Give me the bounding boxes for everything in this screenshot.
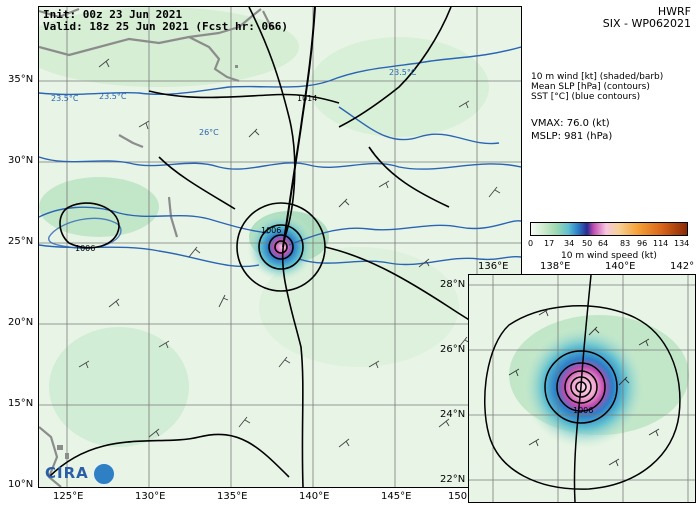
inset-map: 1006 [468, 274, 696, 503]
main-map: 1014 1006 1006 23.5°C 23.5°C 23.5°C 26°C… [38, 6, 522, 488]
valid-time: Valid: 18z 25 Jun 2021 (Fcst hr: 066) [43, 20, 289, 33]
cira-logo-text: CIRA [45, 464, 89, 482]
lat-label-30n: 30°N [8, 155, 34, 166]
lat-label-10n: 10°N [8, 479, 34, 490]
inset-lat-28n: 28°N [440, 279, 466, 290]
inset-graticule [469, 275, 695, 502]
land-outlines [39, 7, 276, 487]
colorbar-label: 10 m wind speed (kt) [561, 251, 657, 261]
model-name: HWRF [657, 5, 691, 18]
inset-lon-136e: 136°E [478, 261, 509, 272]
init-time: Init: 00z 23 Jun 2021 [43, 8, 183, 21]
slp-label-1006-west: 1006 [75, 244, 96, 253]
sst-label-2: 23.5°C [99, 92, 127, 101]
inset-lon-142e: 142° [670, 261, 695, 272]
inset-storm-wind-field [522, 325, 646, 449]
lon-label-130e: 130°E [135, 491, 166, 502]
inset-lon-140e: 140°E [605, 261, 636, 272]
inset-wind-barbs [508, 308, 660, 467]
colorbar-tick-83: 83 [620, 239, 631, 248]
inset-map-canvas [469, 275, 695, 502]
colorbar-tick-50: 50 [582, 239, 593, 248]
colorbar-tick-134: 134 [674, 239, 690, 248]
sst-label-1: 23.5°C [51, 94, 79, 103]
vmax-value: VMAX: 76.0 (kt) [531, 118, 610, 129]
main-map-canvas [39, 7, 521, 487]
lon-label-140e: 140°E [299, 491, 330, 502]
lat-label-15n: 15°N [8, 398, 34, 409]
colorbar-tick-64: 64 [598, 239, 609, 248]
sst-contours [39, 46, 521, 268]
inset-lat-24n: 24°N [440, 409, 466, 420]
wind-colorbar [530, 222, 688, 236]
lat-label-20n: 20°N [8, 317, 34, 328]
inset-lat-26n: 26°N [440, 344, 466, 355]
mslp-value: MSLP: 981 (hPa) [531, 131, 613, 142]
colorbar-tick-114: 114 [653, 239, 669, 248]
storm-track [282, 7, 316, 248]
inset-slp-contours [484, 275, 681, 502]
lat-label-35n: 35°N [8, 74, 34, 85]
legend-slp: Mean SLP [hPa] (contours) [531, 82, 650, 92]
inset-lon-138e: 138°E [540, 261, 571, 272]
slp-label-1014: 1014 [297, 94, 318, 103]
legend-wind: 10 m wind [kt] (shaded/barb) [531, 72, 664, 82]
lon-label-145e: 145°E [381, 491, 412, 502]
colorbar-tick-96: 96 [637, 239, 648, 248]
cira-logo: CIRA [41, 461, 117, 485]
storm-name: SIX - WP062021 [602, 17, 691, 30]
lon-label-135e: 135°E [217, 491, 248, 502]
globe-icon [93, 463, 115, 485]
colorbar-tick-34: 34 [564, 239, 575, 248]
slp-label-1006: 1006 [261, 226, 282, 235]
inset-lat-22n: 22°N [440, 474, 466, 485]
sst-label-4: 26°C [199, 128, 219, 137]
colorbar-tick-17: 17 [544, 239, 555, 248]
legend-sst: SST [°C] (blue contours) [531, 92, 641, 102]
inset-slp-label: 1006 [573, 406, 594, 415]
wind-barbs [78, 58, 501, 448]
colorbar-tick-0: 0 [528, 239, 534, 248]
lon-label-150e: 150° [448, 491, 473, 502]
sst-label-3: 23.5°C [389, 68, 417, 77]
lon-label-125e: 125°E [53, 491, 84, 502]
lat-label-25n: 25°N [8, 236, 34, 247]
